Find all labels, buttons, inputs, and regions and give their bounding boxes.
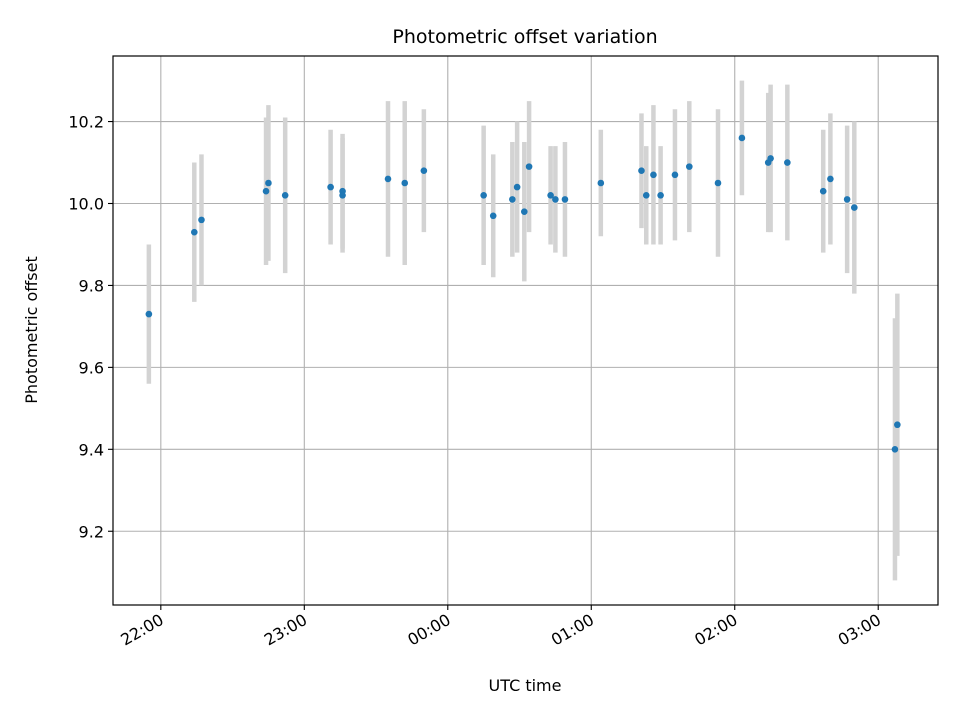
data-point <box>198 216 205 224</box>
data-point <box>513 183 521 191</box>
data-point <box>671 171 679 179</box>
data-point <box>561 196 569 203</box>
data-point <box>843 196 851 203</box>
data-point <box>819 187 827 195</box>
data-point <box>891 446 899 453</box>
y-tick-label: 9.6 <box>79 358 104 377</box>
data-point <box>281 191 289 199</box>
data-point <box>552 196 559 203</box>
y-tick-label: 9.4 <box>79 440 104 459</box>
data-point <box>489 212 497 220</box>
data-point <box>145 310 153 318</box>
data-point <box>401 179 409 187</box>
data-point <box>827 175 834 183</box>
x-axis-label: UTC time <box>489 676 562 695</box>
y-tick-label: 9.8 <box>79 276 104 295</box>
data-point <box>784 159 791 166</box>
data-point <box>384 175 392 183</box>
y-axis-ticks: 9.2 9.4 9.6 9.8 10.0 10.2 <box>68 113 113 541</box>
chart-title: Photometric offset variation <box>392 26 657 48</box>
y-axis-label: Photometric offset <box>22 256 41 404</box>
data-points <box>145 134 901 453</box>
data-point <box>420 167 428 175</box>
data-point <box>767 155 774 162</box>
y-tick-label: 10.0 <box>68 194 104 213</box>
data-point <box>650 171 657 179</box>
data-point <box>894 421 901 429</box>
data-point <box>327 183 334 191</box>
data-point <box>657 191 664 199</box>
data-point <box>480 191 487 199</box>
data-point <box>597 179 605 187</box>
data-point <box>642 191 650 199</box>
data-point <box>265 179 272 187</box>
data-point <box>686 163 693 170</box>
data-point <box>738 134 746 142</box>
data-point <box>547 191 554 199</box>
data-point <box>191 228 198 236</box>
data-point <box>509 196 516 203</box>
data-point <box>851 204 858 211</box>
plot-frame <box>112 55 939 606</box>
data-point <box>638 167 645 175</box>
data-point <box>339 191 346 199</box>
data-point <box>714 179 722 187</box>
y-tick-label: 10.2 <box>68 113 104 132</box>
data-point <box>262 187 270 195</box>
data-point <box>521 208 528 215</box>
y-tick-label: 9.2 <box>79 522 104 541</box>
data-point <box>525 163 533 170</box>
grid-lines <box>113 56 938 605</box>
